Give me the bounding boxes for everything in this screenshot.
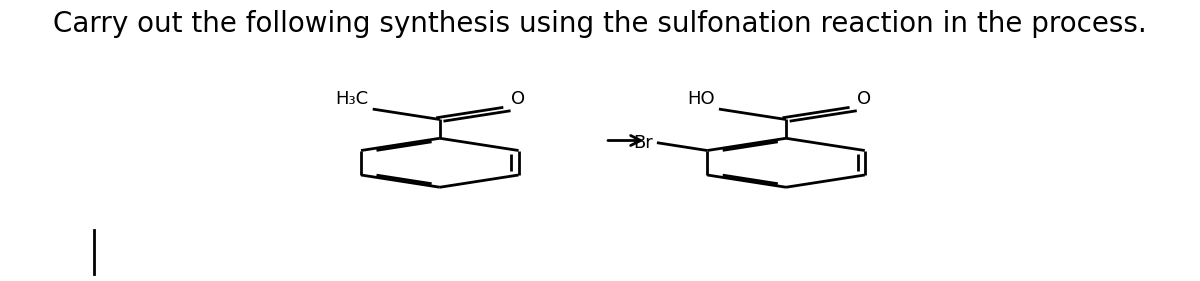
Text: Br: Br [634,134,653,152]
Text: Carry out the following synthesis using the sulfonation reaction in the process.: Carry out the following synthesis using … [53,10,1147,38]
Text: HO: HO [688,90,715,108]
Text: O: O [511,90,526,108]
Text: H₃C: H₃C [336,90,368,108]
Text: O: O [857,90,871,108]
